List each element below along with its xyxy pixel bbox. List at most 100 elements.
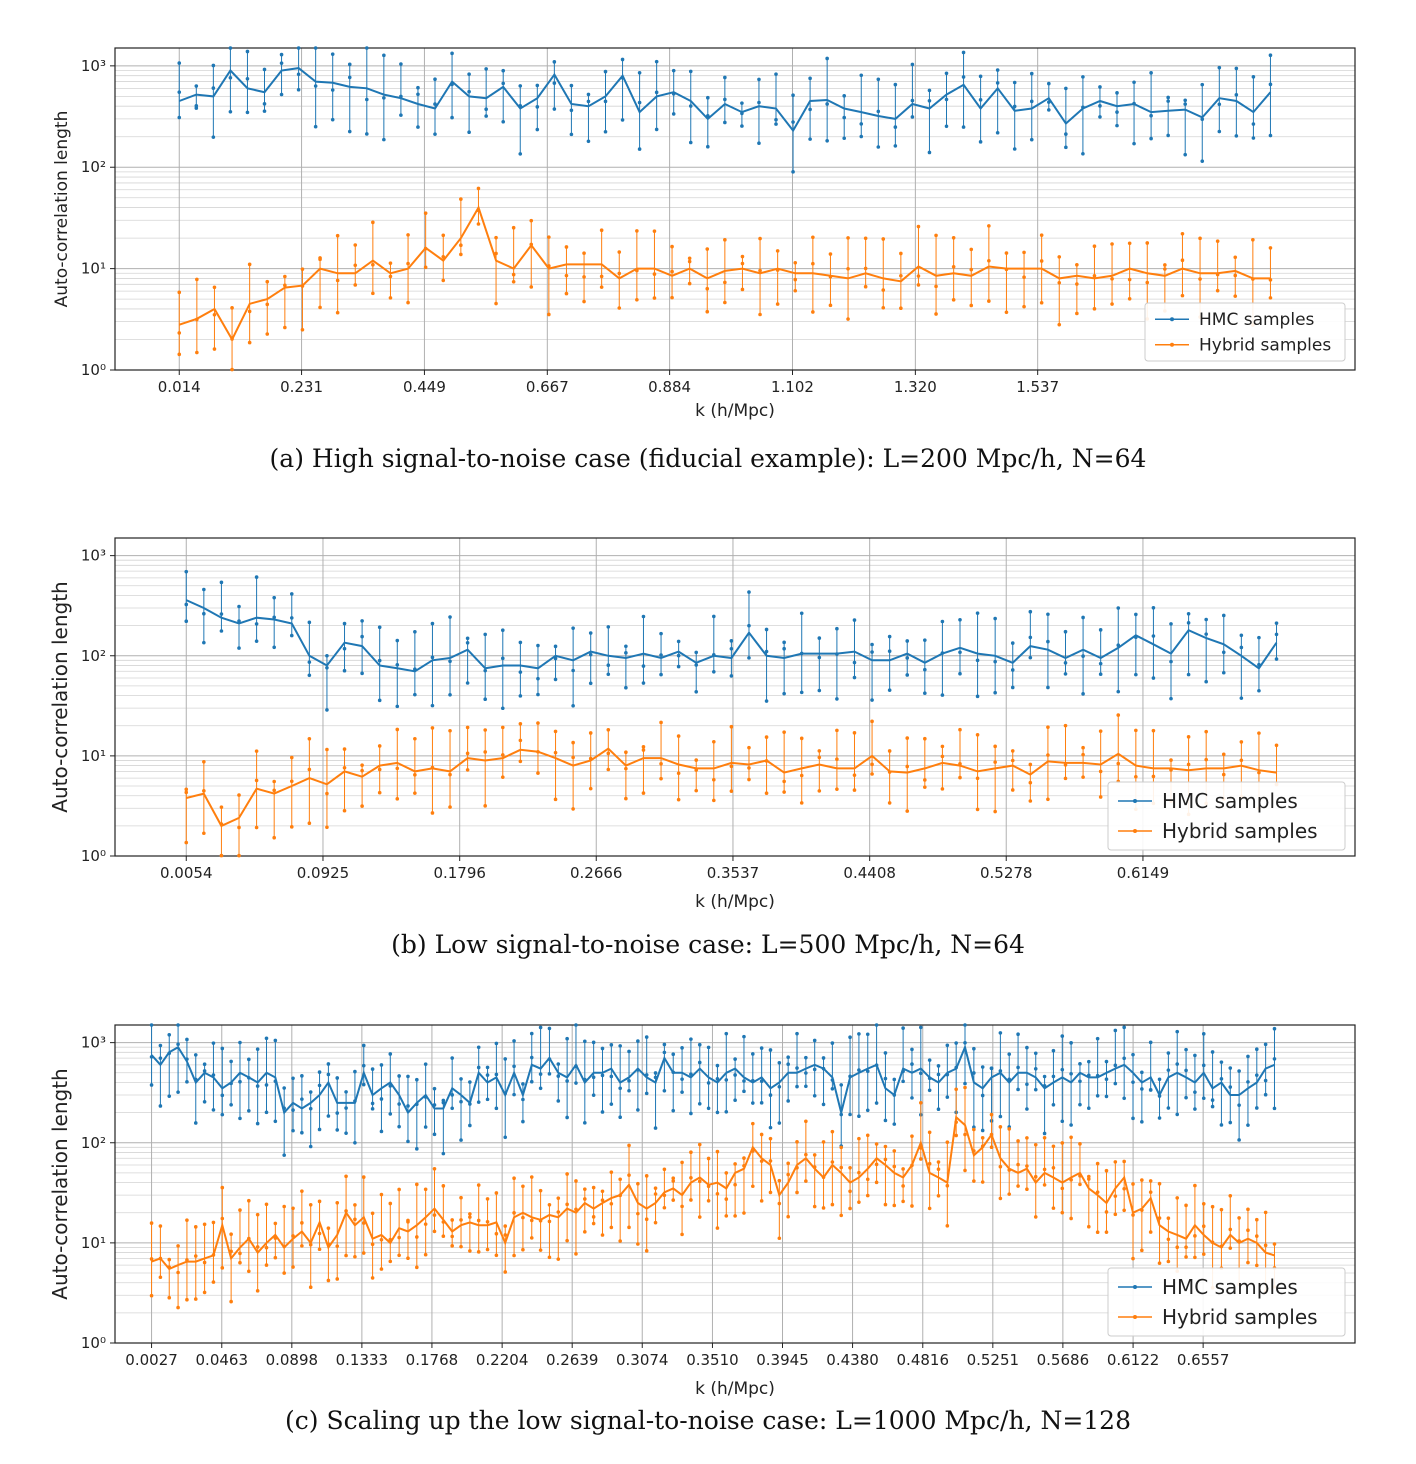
x-tick-label: 0.0925 (297, 864, 350, 882)
sample-point (1057, 281, 1061, 285)
sample-point (1233, 294, 1237, 298)
sample-point (1264, 1043, 1268, 1047)
sample-point (804, 1179, 808, 1183)
sample-point (642, 664, 646, 668)
sample-point (1193, 1234, 1197, 1238)
sample-point (512, 280, 516, 284)
sample-point (870, 763, 874, 767)
sample-point (962, 75, 966, 79)
sample-point (758, 237, 762, 241)
sample-point (839, 1146, 843, 1150)
sample-point (406, 233, 410, 237)
sample-point (450, 1244, 454, 1248)
sample-point (818, 656, 822, 660)
sample-point (730, 789, 734, 793)
sample-point (730, 725, 734, 729)
sample-point (758, 269, 762, 273)
sample-point (521, 1216, 525, 1220)
sample-point (185, 1038, 189, 1042)
sample-point (395, 705, 399, 709)
sample-point (1057, 323, 1061, 327)
sample-point (290, 779, 294, 783)
sample-point (740, 124, 744, 128)
sample-point (937, 1194, 941, 1198)
sample-point (1016, 1032, 1020, 1036)
sample-point (448, 659, 452, 663)
sample-point (1216, 239, 1220, 243)
sample-point (723, 76, 727, 80)
sample-point (1184, 1255, 1188, 1259)
sample-point (495, 1232, 499, 1236)
sample-point (888, 688, 892, 692)
sample-point (1140, 1087, 1144, 1091)
sample-point (1167, 1051, 1171, 1055)
sample-point (395, 767, 399, 771)
sample-point (353, 1141, 357, 1145)
sample-point (688, 282, 692, 286)
sample-point (1269, 53, 1273, 57)
sample-point (1046, 686, 1050, 690)
sample-point (747, 766, 751, 770)
sample-point (1081, 746, 1085, 750)
sample-point (565, 274, 569, 278)
sample-point (778, 1179, 782, 1183)
sample-point (274, 1039, 278, 1043)
sample-point (1025, 1164, 1029, 1168)
sample-point (1251, 238, 1255, 242)
legend-label: HMC samples (1162, 789, 1298, 813)
sample-point (1140, 1249, 1144, 1253)
sample-point (1269, 246, 1273, 250)
legend-marker (1133, 829, 1137, 833)
sample-point (553, 60, 557, 64)
sample-point (195, 84, 199, 88)
sample-point (1187, 612, 1191, 616)
sample-point (255, 622, 259, 626)
sample-point (707, 1106, 711, 1110)
sample-point (1114, 1194, 1118, 1198)
sample-point (202, 588, 206, 592)
x-tick-label: 0.6149 (1117, 864, 1170, 882)
sample-point (203, 1261, 207, 1265)
sample-point (818, 749, 822, 753)
sample-point (934, 234, 938, 238)
sample-point (638, 71, 642, 75)
sample-point (335, 1076, 339, 1080)
sample-point (987, 259, 991, 263)
sample-point (290, 592, 294, 596)
sample-point (642, 681, 646, 685)
sample-point (519, 694, 523, 698)
sample-point (395, 797, 399, 801)
sample-point (733, 1214, 737, 1218)
x-tick-label: 0.2666 (570, 864, 623, 882)
sample-point (1060, 1187, 1064, 1191)
sample-point (934, 285, 938, 289)
sample-point (1204, 618, 1208, 622)
sample-point (901, 1080, 905, 1084)
sample-point (1025, 1107, 1029, 1111)
sample-point (1075, 282, 1079, 286)
sample-point (689, 70, 693, 74)
sample-point (380, 1193, 384, 1197)
legend-marker (1170, 343, 1174, 347)
sample-point (800, 691, 804, 695)
sample-point (406, 1256, 410, 1260)
sample-point (213, 285, 217, 289)
sample-point (1246, 1261, 1250, 1265)
sample-point (433, 1087, 437, 1091)
sample-point (467, 72, 471, 76)
sample-point (1114, 1082, 1118, 1086)
sample-point (724, 1032, 728, 1036)
sample-point (556, 1196, 560, 1200)
sample-point (1105, 1077, 1109, 1081)
sample-point (795, 1066, 799, 1070)
sample-point (495, 1191, 499, 1195)
sample-point (1163, 267, 1167, 271)
sample-point (1131, 1080, 1135, 1084)
sample-point (972, 1047, 976, 1051)
sample-point (962, 125, 966, 129)
sample-point (733, 1162, 737, 1166)
sample-point (1131, 1053, 1135, 1057)
sample-point (1145, 281, 1149, 285)
sample-point (348, 130, 352, 134)
sample-point (962, 51, 966, 55)
